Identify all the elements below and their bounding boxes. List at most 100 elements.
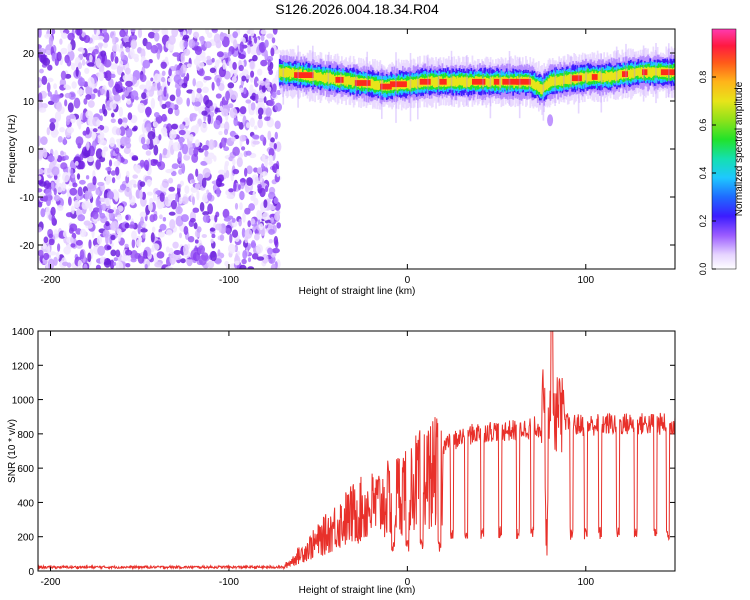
colorbar-tick-label: 0.4 — [698, 167, 708, 180]
heatmap-ridge-cell — [453, 76, 456, 87]
heatmap-noise-cell — [82, 112, 86, 124]
heatmap-ridge-cell — [435, 76, 437, 88]
heatmap-noise-cell — [176, 96, 183, 106]
heatmap-noise-cell — [223, 128, 229, 136]
heatmap-noise-cell — [101, 203, 107, 211]
heatmap-noise-cell — [248, 101, 252, 112]
heatmap-noise-cell — [100, 256, 105, 265]
heatmap-noise-cell — [86, 141, 90, 151]
snr-y-tick-label: 800 — [17, 430, 34, 441]
heatmap-ridge-cell — [554, 77, 556, 85]
heatmap-peak-cell — [294, 72, 314, 78]
heatmap-noise-cell — [47, 100, 55, 106]
heatmap-noise-cell — [270, 263, 277, 269]
heatmap-noise-cell — [119, 183, 127, 191]
heatmap-noise-cell — [250, 195, 255, 201]
heatmap-noise-cell — [86, 192, 93, 200]
heatmap-noise-cell — [246, 165, 253, 175]
heatmap-noise-cell — [67, 32, 75, 41]
heatmap-noise-cell — [38, 48, 47, 55]
heatmap-ridge-cell — [541, 84, 543, 95]
heatmap-ridge-cell — [456, 76, 459, 87]
heatmap-ridge-cell — [617, 71, 619, 81]
heatmap-noise-cell — [257, 118, 264, 129]
heatmap-ridge-cell — [333, 76, 336, 84]
heatmap-peak-cell — [419, 78, 431, 85]
heatmap-noise-cell — [220, 137, 227, 148]
heatmap-noise-cell — [70, 62, 76, 71]
heatmap-noise-cell — [159, 95, 163, 107]
heatmap-noise-cell — [47, 77, 54, 83]
heatmap-y-tick-label: -10 — [20, 193, 35, 204]
heatmap-noise-cell — [224, 160, 230, 167]
heatmap-noise-cell — [218, 223, 222, 233]
heatmap-noise-cell — [115, 208, 120, 215]
heatmap-ridge-cell — [353, 76, 356, 85]
heatmap-noise-cell — [46, 82, 51, 93]
heatmap-x-axis-label: Height of straight line (km) — [299, 286, 416, 297]
heatmap-ridge-cell — [531, 79, 534, 88]
heatmap-noise-cell — [200, 122, 208, 133]
heatmap-noise-cell — [38, 181, 47, 187]
heatmap-noise-cell — [238, 184, 241, 191]
heatmap-noise-cell — [161, 103, 167, 109]
heatmap-noise-cell — [141, 92, 147, 100]
heatmap-noise-cell — [183, 34, 190, 40]
heatmap-ridge-cell — [566, 75, 569, 85]
heatmap-noise-cell — [85, 126, 90, 135]
heatmap-ridge-cell — [609, 71, 612, 82]
heatmap-noise-cell — [101, 149, 106, 158]
heatmap-ridge-cell — [551, 77, 554, 86]
heatmap-ridge-cell — [465, 77, 467, 88]
heatmap-ridge-cell — [558, 76, 560, 85]
heatmap-noise-cell — [242, 212, 246, 223]
heatmap-noise-cell — [98, 71, 105, 82]
heatmap-noise-cell — [79, 249, 85, 260]
heatmap-noise-cell — [125, 46, 131, 53]
heatmap-noise-cell — [177, 201, 181, 213]
heatmap-noise-cell — [42, 149, 48, 159]
heatmap-noise-cell — [252, 140, 260, 145]
heatmap-noise-cell — [80, 160, 85, 170]
heatmap-noise-cell — [175, 87, 181, 98]
heatmap-x-tick-label: 0 — [405, 275, 411, 286]
heatmap-noise-cell — [110, 170, 116, 176]
heatmap-ridge-cell — [468, 77, 471, 88]
heatmap-ridge-cell — [327, 73, 329, 82]
heatmap-noise-cell — [133, 125, 138, 131]
heatmap-noise-cell — [227, 215, 234, 220]
heatmap-ridge-cell — [450, 77, 452, 85]
heatmap-noise-cell — [271, 91, 277, 99]
heatmap-ridge-cell — [329, 72, 331, 83]
heatmap-ridge-cell — [536, 80, 539, 91]
heatmap-noise-cell — [47, 258, 55, 269]
heatmap-noise-cell — [216, 187, 221, 198]
heatmap-noise-cell — [124, 41, 132, 49]
heatmap-noise-cell — [213, 119, 221, 130]
heatmap-noise-cell — [111, 35, 116, 45]
heatmap-noise-cell — [87, 100, 95, 108]
heatmap-ridge-cell — [611, 72, 614, 81]
heatmap-noise-cell — [47, 245, 51, 256]
heatmap-noise-cell — [273, 197, 279, 205]
heatmap-ridge-cell — [615, 71, 617, 82]
heatmap-noise-cell — [195, 80, 204, 89]
heatmap-ridge-cell — [286, 67, 289, 78]
heatmap-noise-cell — [265, 107, 272, 117]
heatmap-ridge-cell — [649, 67, 651, 77]
heatmap-noise-cell — [246, 122, 250, 129]
heatmap-noise-cell — [131, 230, 137, 240]
heatmap-noise-cell — [179, 123, 185, 130]
heatmap-ridge-cell — [448, 78, 450, 87]
heatmap-peak-cell — [516, 78, 531, 85]
heatmap-noise-cell — [171, 163, 179, 170]
heatmap-ridge-cell — [451, 77, 453, 87]
heatmap-noise-cell — [65, 212, 73, 218]
heatmap-noise-cell — [74, 161, 79, 166]
heatmap-ridge-cell — [374, 81, 376, 90]
heatmap-noise-cell — [68, 91, 76, 100]
heatmap-noise-cell — [145, 80, 152, 91]
heatmap-noise-cell — [268, 161, 274, 166]
heatmap-ridge-cell — [430, 75, 433, 86]
heatmap-noise-cell — [221, 36, 230, 48]
